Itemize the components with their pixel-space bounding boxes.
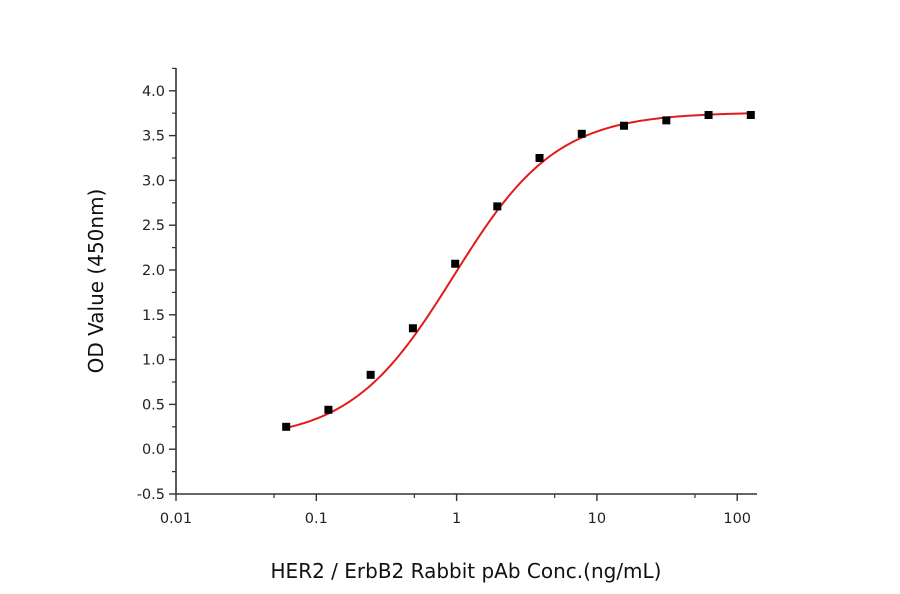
y-tick-label: 0.5 (142, 397, 165, 413)
x-axis-title: HER2 / ErbB2 Rabbit pAb Conc.(ng/mL) (271, 559, 662, 583)
data-point (451, 259, 460, 268)
y-tick-label: 2.0 (142, 263, 165, 279)
y-tick-label: 0.0 (142, 442, 165, 458)
y-tick-label: 4.0 (142, 84, 165, 100)
data-point (704, 110, 713, 119)
x-tick-label: 10 (588, 511, 606, 527)
x-tick-label: 1 (452, 511, 461, 527)
x-tick-label: 0.1 (305, 511, 328, 527)
y-tick-label: 3.0 (142, 173, 165, 189)
y-tick-label: 1.5 (142, 308, 165, 324)
data-point (535, 154, 544, 162)
axes (175, 68, 757, 495)
y-axis-ticks: -0.5 0.0 0.5 1.0 1.5 2.0 2.5 3.0 3.5 4.0 (137, 67, 176, 503)
data-point (662, 116, 671, 125)
x-axis-ticks: 0.01 0.1 1 10 100 (160, 494, 751, 527)
data-point (493, 202, 502, 211)
data-point (366, 370, 375, 379)
x-tick-label: 0.01 (160, 511, 192, 527)
y-tick-label: -0.5 (137, 487, 165, 503)
y-tick-label: 2.5 (142, 218, 165, 234)
data-point (577, 129, 586, 138)
data-point (746, 110, 755, 119)
data-points (282, 110, 755, 431)
data-point (282, 422, 291, 431)
y-tick-label: 1.0 (142, 353, 165, 369)
x-tick-label: 100 (723, 511, 751, 527)
y-axis-title: OD Value (450nm) (84, 189, 108, 374)
data-point (619, 121, 628, 130)
data-point (324, 405, 333, 414)
data-point (408, 324, 417, 333)
y-tick-label: 3.5 (142, 129, 165, 145)
fit-curve (285, 112, 751, 429)
